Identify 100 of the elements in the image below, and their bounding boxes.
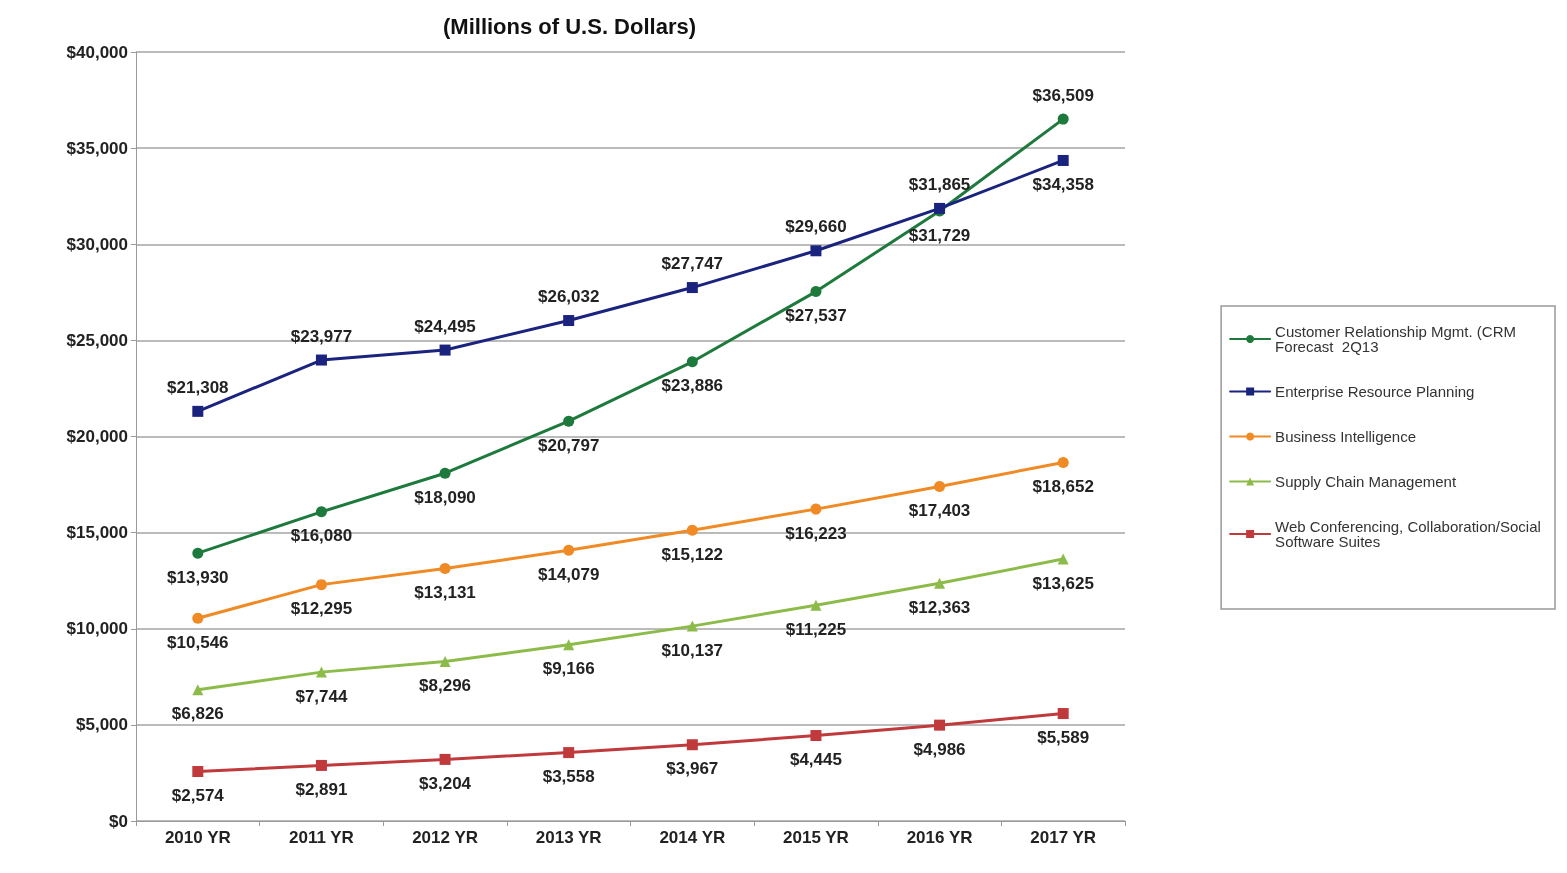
point xyxy=(192,766,204,778)
point xyxy=(563,415,575,427)
data-label: $12,295 xyxy=(290,599,353,619)
point xyxy=(810,503,822,515)
x-tick-label: 2017 YR xyxy=(1030,828,1097,847)
data-label: $27,537 xyxy=(785,306,847,326)
data-label: $3,558 xyxy=(542,767,595,787)
point xyxy=(810,245,822,257)
data-label: $8,296 xyxy=(419,676,472,696)
point xyxy=(1057,708,1069,720)
data-label: $16,223 xyxy=(785,523,847,543)
point xyxy=(1057,553,1069,565)
x-tick-label: 2014 YR xyxy=(659,828,726,847)
data-label: $2,574 xyxy=(171,786,225,806)
data-label: $11,225 xyxy=(785,619,847,639)
point xyxy=(439,467,451,479)
data-label: $29,660 xyxy=(785,217,847,237)
point xyxy=(563,639,575,651)
y-tick-label: $30,000 xyxy=(66,234,128,254)
y-tick-label: $25,000 xyxy=(66,330,128,350)
data-label: $18,652 xyxy=(1032,476,1094,496)
data-label: $23,886 xyxy=(661,376,724,396)
data-label: $4,445 xyxy=(789,750,842,770)
y-tick-label: $35,000 xyxy=(66,138,128,158)
point xyxy=(439,344,451,356)
data-label: $31,865 xyxy=(908,174,971,194)
legend-label: Business Intelligence xyxy=(1275,428,1417,445)
point xyxy=(686,282,698,294)
point xyxy=(192,684,204,696)
x-tick-label: 2011 YR xyxy=(288,828,354,847)
data-label: $4,986 xyxy=(913,739,966,759)
point xyxy=(563,747,575,759)
point xyxy=(810,286,822,298)
point xyxy=(1057,113,1069,125)
point xyxy=(1057,154,1069,166)
point xyxy=(934,577,946,589)
data-label: $10,137 xyxy=(661,640,724,660)
chart-subtitle: (Millions of U.S. Dollars) xyxy=(443,13,697,39)
data-label: $10,546 xyxy=(167,632,229,652)
point xyxy=(686,739,698,751)
point xyxy=(192,547,204,559)
data-label: $2,891 xyxy=(295,779,348,799)
point xyxy=(686,356,698,368)
data-label: $27,747 xyxy=(661,254,724,274)
point xyxy=(810,599,822,611)
point xyxy=(563,544,575,556)
data-label: $31,729 xyxy=(908,225,971,245)
x-tick-label: 2016 YR xyxy=(906,828,973,847)
point xyxy=(315,506,327,518)
point xyxy=(1057,456,1069,468)
data-label: $24,495 xyxy=(414,316,476,336)
point xyxy=(439,753,451,765)
data-label: $5,589 xyxy=(1037,728,1090,748)
data-label: $34,358 xyxy=(1032,174,1094,194)
point xyxy=(439,656,451,668)
data-label: $13,625 xyxy=(1032,573,1094,593)
data-label: $23,977 xyxy=(290,326,353,346)
y-tick-label: $40,000 xyxy=(66,42,128,62)
y-tick-label: $5,000 xyxy=(76,715,128,735)
point xyxy=(192,612,204,624)
data-label: $26,032 xyxy=(537,287,600,307)
point xyxy=(563,315,575,327)
y-tick-label: $15,000 xyxy=(66,523,128,543)
point xyxy=(315,579,327,591)
legend-label: Enterprise Resource Planning xyxy=(1275,383,1475,400)
legend-label: Web Conferencing, Collaboration/Social Software Suites xyxy=(1275,518,1546,550)
point xyxy=(686,620,698,632)
data-label: $12,363 xyxy=(908,597,971,617)
point xyxy=(686,524,698,536)
data-label: $9,166 xyxy=(542,659,595,679)
point xyxy=(315,666,327,678)
data-label: $17,403 xyxy=(908,500,971,520)
data-label: $13,930 xyxy=(167,567,229,587)
point xyxy=(934,480,946,492)
legend-label: Customer Relationship Mgmt. (CRM Forecast 2Q13 xyxy=(1275,323,1521,355)
x-tick-label: 2013 YR xyxy=(535,828,602,847)
point xyxy=(315,354,327,366)
point xyxy=(192,405,204,417)
data-label: $3,204 xyxy=(419,773,472,793)
data-label: $14,079 xyxy=(537,564,600,584)
legend-label: Supply Chain Management xyxy=(1275,473,1457,490)
data-label: $20,797 xyxy=(537,435,600,455)
y-tick-label: $20,000 xyxy=(66,427,128,446)
y-tick-label: $0 xyxy=(109,811,128,831)
data-label: $36,509 xyxy=(1032,85,1094,105)
data-label: $3,967 xyxy=(666,759,719,779)
data-label: $7,744 xyxy=(295,686,348,706)
data-label: $6,826 xyxy=(171,704,224,724)
x-tick-label: 2015 YR xyxy=(783,828,849,847)
data-label: $16,080 xyxy=(290,526,353,546)
data-label: $15,122 xyxy=(661,544,724,564)
x-tick-label: 2012 YR xyxy=(412,828,478,847)
data-label: $21,308 xyxy=(167,377,229,397)
data-label: $13,131 xyxy=(414,583,476,603)
point xyxy=(439,563,451,575)
x-tick-label: 2010 YR xyxy=(164,828,231,847)
point xyxy=(934,719,946,731)
point xyxy=(315,759,327,771)
y-tick-label: $10,000 xyxy=(66,619,128,639)
data-label: $18,090 xyxy=(414,487,476,507)
